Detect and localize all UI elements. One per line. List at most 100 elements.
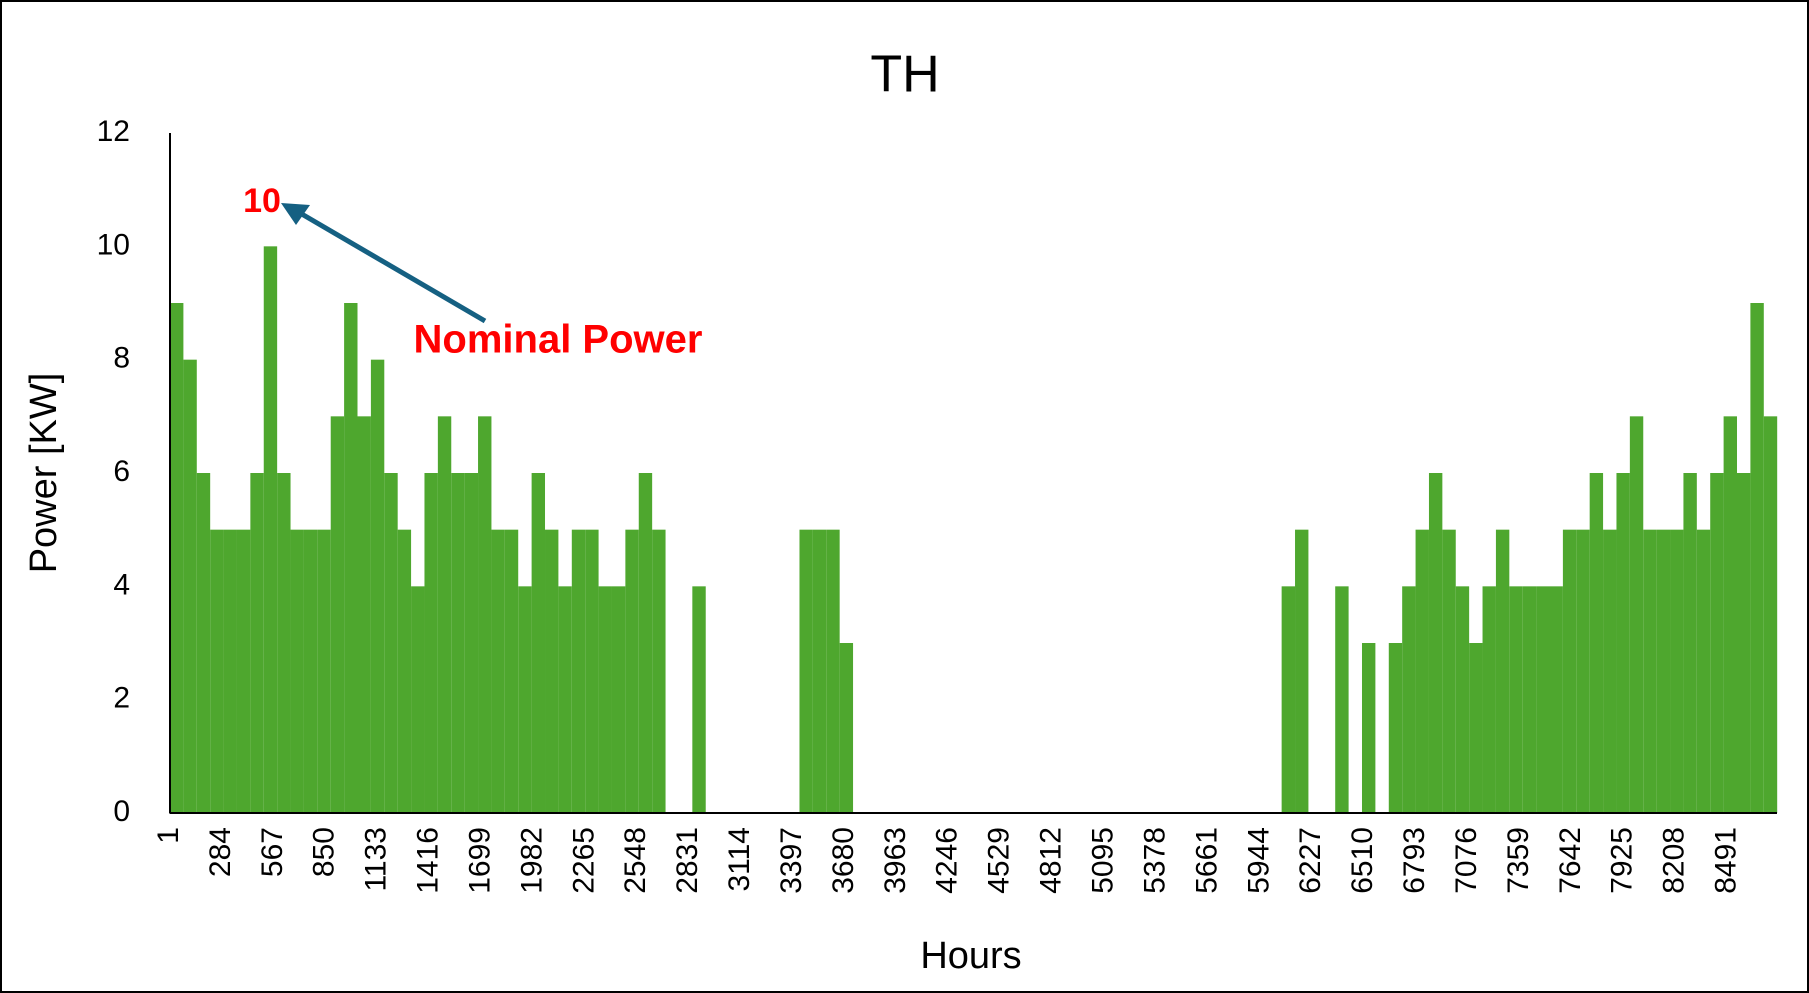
bar [1616,473,1630,813]
bar [1482,586,1496,813]
bar [1643,529,1657,813]
bar [518,586,532,813]
bar [531,473,546,813]
y-tick-label: 8 [113,342,130,375]
bar [170,303,184,813]
x-tick-label: 5944 [1242,827,1275,894]
bar [504,529,519,813]
bar [1549,586,1563,813]
bar [411,586,425,813]
bar [1576,529,1590,813]
bar [1683,473,1697,813]
y-tick-label: 6 [113,455,130,488]
x-tick-label: 3397 [775,827,808,894]
bar [1281,586,1296,813]
annotation-value: 10 [243,182,281,220]
x-tick-label: 284 [204,827,237,877]
chart-title: TH [870,46,939,104]
x-tick-label: 4812 [1035,827,1068,894]
x-axis-label: Hours [920,935,1021,977]
x-tick-label: 5378 [1138,827,1171,894]
y-axis-label: Power [KW] [23,373,65,574]
y-tick-label: 12 [97,115,130,148]
bar [1495,529,1510,813]
bar [277,473,291,813]
x-tick-label: 7076 [1450,827,1483,894]
bar [558,586,572,813]
bar [464,473,479,813]
bar [1469,643,1483,813]
bar [585,529,599,813]
bar [451,473,465,813]
x-tick-label: 7359 [1502,827,1535,894]
arrow-head [281,203,310,225]
x-tick-label: 1 [152,827,185,844]
bar [1509,586,1523,813]
bar [1670,529,1684,813]
x-tick-label: 4529 [983,827,1016,894]
bar [491,529,505,813]
y-tick-label: 4 [113,568,130,601]
x-tick-label: 4246 [931,827,964,894]
bar [1629,416,1644,813]
y-tick-label: 0 [113,795,130,828]
bar [1656,529,1671,813]
x-tick-label: 6510 [1346,827,1379,894]
x-tick-label: 1982 [515,827,548,894]
bar [1589,473,1604,813]
x-tick-label: 8491 [1710,827,1743,894]
annotation-label: Nominal Power [414,318,703,362]
bar [384,473,398,813]
x-tick-label: 1416 [412,827,445,894]
bar [370,359,385,813]
y-tick-label: 10 [97,228,130,261]
bar [826,529,840,813]
bar [692,586,706,813]
x-tick-label: 7925 [1606,827,1639,894]
bar [223,529,237,813]
bar [1415,529,1429,813]
bar [357,416,371,813]
bar [839,643,854,813]
bar [397,529,412,813]
bar [1295,529,1309,813]
x-tick-label: 1133 [360,827,393,892]
bar [1737,473,1751,813]
bar [330,416,345,813]
bar [1335,586,1349,813]
bar [317,529,331,813]
bar [1750,303,1764,813]
bar [1455,586,1470,813]
bar [1562,529,1577,813]
bar [303,529,318,813]
x-tick-label: 6793 [1398,827,1431,894]
x-tick-label: 2548 [619,827,652,894]
x-tick-label: 3963 [879,827,912,894]
bar [1361,643,1376,813]
bar [344,303,358,813]
bar [598,586,612,813]
bar [1402,586,1416,813]
x-tick-label: 7642 [1554,827,1587,894]
x-tick-label: 1699 [463,827,496,894]
bar [1536,586,1550,813]
bar [478,416,492,813]
bar [1710,473,1724,813]
bar [424,473,438,813]
x-tick-label: 850 [308,827,341,877]
y-tick-label: 2 [113,682,130,715]
bar [210,529,224,813]
annotation-arrow [298,210,487,324]
bar [1388,643,1403,813]
bar [183,359,197,813]
bar [1723,416,1738,813]
bar [1603,529,1617,813]
bar [250,473,264,813]
bar [812,529,827,813]
x-tick-label: 5095 [1087,827,1120,894]
bar [638,473,653,813]
x-tick-label: 5661 [1190,827,1223,894]
bar [652,529,666,813]
